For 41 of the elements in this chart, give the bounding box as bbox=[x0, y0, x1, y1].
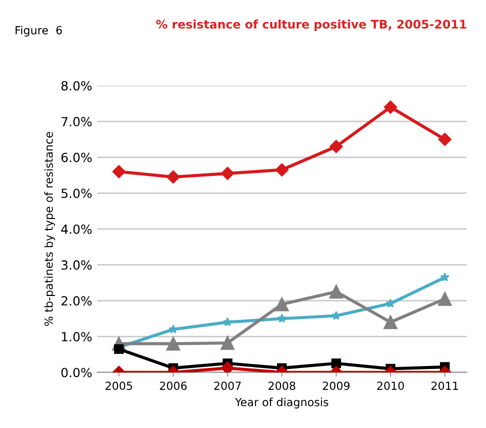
point bbox=[168, 324, 178, 334]
point bbox=[222, 317, 232, 326]
x-tick-label: 2005 bbox=[106, 382, 132, 390]
x-tick-label: 2010 bbox=[377, 382, 404, 390]
point bbox=[331, 358, 342, 368]
point bbox=[274, 297, 289, 312]
y-tick-label: 1.0% bbox=[62, 332, 92, 342]
point bbox=[166, 336, 180, 351]
y-tick-label: 2.0% bbox=[62, 296, 92, 306]
x-tick-label: 2007 bbox=[214, 382, 241, 390]
point bbox=[220, 361, 234, 372]
point bbox=[112, 165, 126, 178]
point bbox=[330, 140, 343, 154]
y-tick-label: 7.0% bbox=[62, 116, 92, 126]
point bbox=[384, 315, 398, 330]
x-tick-label: 2011 bbox=[432, 382, 458, 390]
y-tick-label: 5.0% bbox=[62, 188, 92, 198]
chart-title: % resistance of culture positive TB, 2005-2011 bbox=[156, 20, 466, 31]
point bbox=[386, 298, 396, 308]
point bbox=[220, 166, 234, 180]
x-tick-label: 2009 bbox=[322, 382, 350, 390]
point bbox=[329, 284, 344, 299]
x-tick-label: 2006 bbox=[160, 382, 187, 390]
point bbox=[440, 272, 450, 282]
y-tick-label: 6.0% bbox=[61, 152, 92, 162]
y-tick-label: 8.0% bbox=[61, 81, 92, 91]
caption: Figure 6 bbox=[16, 26, 62, 37]
point bbox=[277, 314, 287, 323]
point bbox=[166, 170, 180, 184]
x-tick-label: 2008 bbox=[268, 382, 296, 390]
point bbox=[114, 344, 124, 354]
y-tick-label: 0.0% bbox=[61, 368, 92, 378]
point bbox=[275, 163, 288, 176]
point bbox=[438, 132, 452, 146]
point bbox=[438, 292, 452, 306]
point bbox=[384, 100, 398, 114]
y-tick-label: 4.0% bbox=[61, 224, 92, 234]
y-axis-title: % tb-patinets by type of resistance bbox=[44, 132, 56, 326]
y-tick-label: 3.0% bbox=[62, 260, 92, 270]
x-axis-title: Year of diagnosis bbox=[234, 398, 328, 408]
point bbox=[220, 336, 235, 350]
